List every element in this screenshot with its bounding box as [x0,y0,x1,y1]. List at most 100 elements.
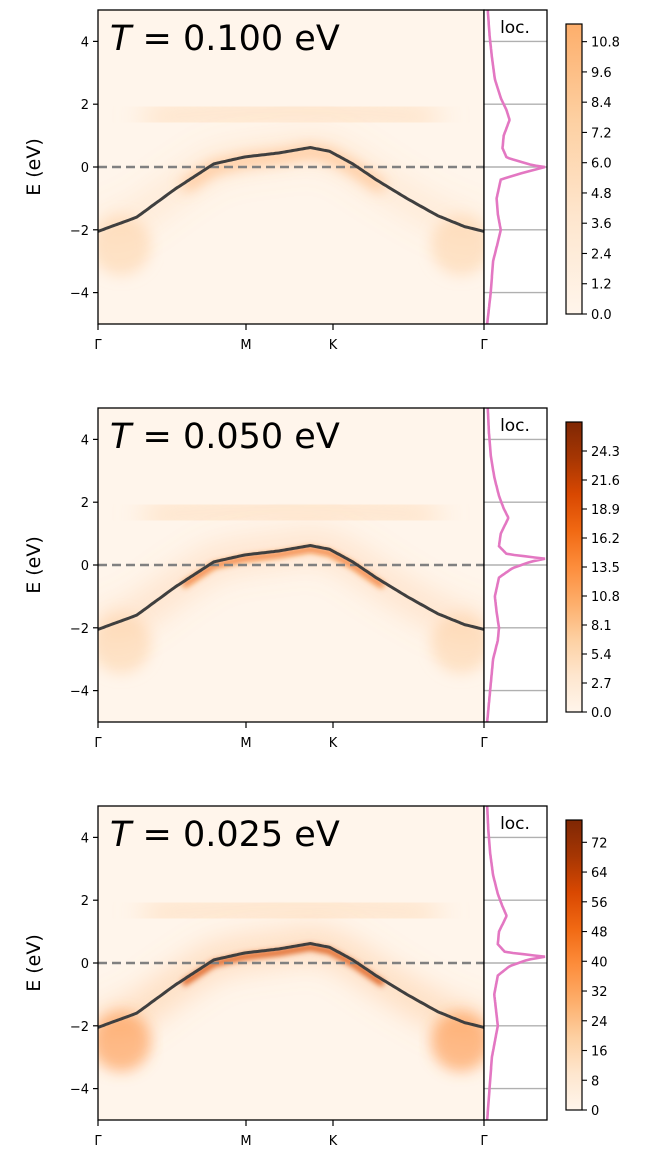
colorbar-tick-label: 32 [591,985,608,1000]
upper-spectral-weight [143,97,439,132]
colorbar-tick-label: 0.0 [591,706,612,721]
local-dos-label: loc. [500,814,530,834]
colorbar-tick-label: 1.2 [591,278,612,293]
local-dos-curve [485,806,546,1121]
colorbar-tick-label: 0.0 [591,308,612,323]
panel-title: T = 0.025 eV [110,815,340,855]
x-tick-label: K [329,736,338,751]
local-dos-frame [483,9,548,325]
x-tick-label: Γ [480,1134,488,1149]
local-dos-curve [485,9,546,325]
y-tick-label: −4 [70,287,89,302]
local-dos-label: loc. [500,416,530,436]
colorbar-tick-label: 18.9 [591,503,620,518]
band-curve [97,941,485,1029]
title-value: = 0.050 eV [131,417,339,457]
y-tick-label: 2 [81,98,89,113]
colorbar-tick-label: 2.4 [591,247,612,262]
local-dos-curve [485,408,546,723]
colorbar-tick-label: 56 [591,896,608,911]
title-value: = 0.025 eV [131,815,339,855]
colorbar-tick-label: 7.2 [591,126,612,141]
panel-2: −4 −2 0 2 4 E (eV) Γ M K Γ T = 0.050 eV loc. 0.0 2.7 5… [23,407,620,751]
colorbar-tick-label: 8.1 [591,619,612,634]
y-tick-label: 2 [81,894,89,909]
colorbar-gradient [566,820,582,1110]
title-symbol: T [110,815,134,855]
colorbar-tick-label: 72 [591,836,608,851]
y-tick-label: −2 [70,622,89,637]
y-tick-label: 2 [81,496,89,511]
colorbar-tick-label: 8 [591,1074,599,1089]
upper-spectral-weight [143,893,439,928]
colorbar-tick-label: 21.6 [591,474,620,489]
band-curve [97,145,485,233]
colorbar-tick-label: 5.4 [591,648,612,663]
colorbar-frame [565,819,583,1111]
incoherent-weight-2 [430,215,484,276]
colorbar-frame [565,23,583,315]
title-symbol: T [110,19,134,59]
local-dos-frame [483,805,548,1121]
y-tick-label: 0 [81,161,89,176]
band-curve [97,543,485,631]
colorbar-tick-label: 13.5 [591,561,620,576]
colorbar: 0.0 1.2 2.4 3.6 4.8 6.0 7.2 8.4 9.6 10.8 [565,23,620,323]
x-tick-label: Γ [480,736,488,751]
x-tick-label: K [329,338,338,353]
colorbar-tick-label: 3.6 [591,217,612,232]
panel-title: T = 0.050 eV [110,417,340,457]
incoherent-weight-1 [98,215,152,276]
colorbar-gradient [566,422,582,712]
colorbar-tick-label: 9.6 [591,66,612,81]
y-tick-label: 4 [81,831,89,846]
y-axis-label: E (eV) [23,934,45,992]
y-tick-label: 0 [81,957,89,972]
x-tick-label: K [329,1134,338,1149]
x-tick-label: Γ [94,1134,102,1149]
local-dos-label: loc. [500,18,530,38]
panel-title: T = 0.100 eV [110,19,340,59]
colorbar-tick-label: 16 [591,1045,608,1060]
colorbar-tick-label: 16.2 [591,532,620,547]
colorbar-tick-label: 4.8 [591,187,612,202]
y-axis-label: E (eV) [23,138,45,196]
incoherent-weight-1 [98,613,152,674]
incoherent-weight-2 [430,613,484,674]
y-tick-label: 4 [81,433,89,448]
y-tick-label: −4 [70,1083,89,1098]
colorbar-tick-label: 10.8 [591,590,620,605]
title-symbol: T [110,417,134,457]
colorbar-tick-label: 2.7 [591,677,612,692]
colorbar-tick-label: 24 [591,1015,608,1030]
local-dos-frame [483,407,548,723]
y-tick-label: −2 [70,1020,89,1035]
colorbar-tick-label: 0 [591,1104,599,1119]
colorbar-tick-label: 10.8 [591,36,620,51]
colorbar-gradient [566,24,582,314]
x-tick-label: Γ [480,338,488,353]
incoherent-weight-1 [98,1011,152,1072]
x-tick-label: M [240,338,251,353]
colorbar-tick-label: 64 [591,866,608,881]
local-dos-panel: loc. [483,407,548,723]
y-tick-label: −2 [70,224,89,239]
colorbar-tick-label: 8.4 [591,96,612,111]
y-tick-label: −4 [70,685,89,700]
y-axis-label: E (eV) [23,536,45,594]
upper-spectral-weight [143,495,439,530]
local-dos-panel: loc. [483,805,548,1121]
x-tick-label: Γ [94,338,102,353]
colorbar-tick-label: 48 [591,926,608,941]
x-tick-label: Γ [94,736,102,751]
title-value: = 0.100 eV [131,19,339,59]
colorbar-tick-label: 6.0 [591,157,612,172]
y-tick-label: 0 [81,559,89,574]
x-tick-label: M [240,1134,251,1149]
colorbar-tick-label: 40 [591,955,608,970]
x-tick-label: M [240,736,251,751]
y-tick-label: 4 [81,35,89,50]
colorbar: 0 8 16 24 32 40 48 56 64 72 [565,819,608,1119]
